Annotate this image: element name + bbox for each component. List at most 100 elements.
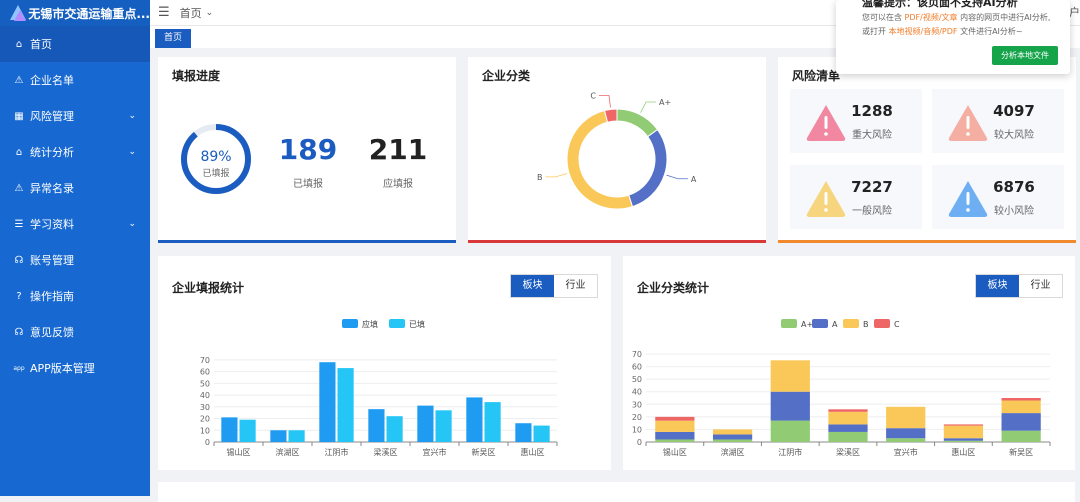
sidebar-item-label: 统计分析	[30, 146, 74, 159]
warning-icon	[806, 105, 846, 141]
risk-label: 一般风险	[852, 206, 892, 217]
sidebar-item[interactable]: ? 操作指南	[0, 278, 150, 314]
warning-icon	[806, 181, 846, 217]
bar-segment	[943, 438, 984, 441]
x-tick-label: 惠山区	[951, 447, 975, 457]
sidebar-item[interactable]: ☰ 学习资料 ⌄	[0, 206, 150, 242]
app-brand[interactable]: 无锡市交通运输重点...	[0, 0, 150, 26]
chevron-down-icon[interactable]: ⌄	[205, 7, 214, 18]
risk-label: 较大风险	[994, 130, 1034, 141]
segment-industry-button[interactable]: 行业	[565, 280, 586, 291]
risk-label: 较小风险	[994, 206, 1034, 217]
analyze-local-file-button[interactable]: 分析本地文件	[992, 46, 1058, 65]
fill-stats-toggle: 板块 行业	[510, 274, 598, 298]
sidebar-item[interactable]: app APP版本管理	[0, 350, 150, 386]
bar-segment	[886, 428, 926, 439]
progress-ring: 89% 已填报	[181, 124, 251, 194]
y-tick-label: 10	[200, 426, 210, 435]
bar	[484, 402, 501, 442]
user-key-icon: ☊	[14, 326, 24, 338]
category-stats-chart: A+ A B C 0 10 20 30 40 50 60 70 锡山区 滨湖区 江阴市 梁溪区 宜兴市 惠山区 新吴…	[632, 319, 1051, 457]
risk-value: 7227	[851, 178, 893, 196]
sidebar-item[interactable]: ⚠ 异常名录	[0, 170, 150, 206]
segment-industry-button[interactable]: 行业	[1030, 280, 1051, 291]
segment-block-button[interactable]: 板块	[511, 275, 554, 297]
y-tick-label: 50	[200, 379, 210, 388]
legend-label: A+	[801, 320, 813, 329]
home-icon: ⌂	[15, 146, 23, 158]
y-tick-label: 20	[632, 413, 642, 422]
bar-segment	[828, 411, 868, 425]
donut-slice	[603, 108, 618, 123]
bar-segment	[828, 431, 868, 442]
card-accent-bar	[468, 240, 766, 243]
bar-segment	[770, 391, 810, 421]
user-name[interactable]: 户	[1069, 6, 1080, 19]
bar	[337, 368, 354, 442]
bar	[319, 362, 336, 442]
risk-item[interactable]: 7227 一般风险	[790, 165, 922, 229]
bar	[288, 430, 305, 442]
bar	[368, 409, 385, 442]
sidebar-item-label: APP版本管理	[30, 362, 95, 375]
card-title: 企业填报统计	[172, 281, 245, 295]
bar	[239, 419, 256, 442]
donut-label: B	[537, 173, 543, 182]
x-tick-label: 梁溪区	[836, 447, 860, 457]
bar-segment	[712, 439, 753, 442]
category-donut-chart: A+ A B C	[537, 92, 697, 210]
legend-swatch	[843, 319, 859, 328]
risk-item[interactable]: 1288 重大风险	[790, 89, 922, 153]
sidebar-item-label: 意见反馈	[30, 326, 74, 339]
bar-segment	[943, 425, 984, 439]
tab-home[interactable]: 首页	[155, 29, 192, 48]
sidebar-item[interactable]: ⚠ 企业名单	[0, 62, 150, 98]
legend-swatch	[781, 319, 797, 328]
y-tick-label: 60	[632, 363, 642, 372]
x-tick-label: 锡山区	[663, 447, 687, 457]
progress-percent: 89%	[200, 149, 231, 165]
segment-block-button[interactable]: 板块	[976, 275, 1019, 297]
bar-segment	[886, 438, 926, 442]
popup-highlight-link[interactable]: PDF/视频/文章	[904, 13, 958, 22]
bar-segment	[655, 416, 695, 421]
donut-slice	[616, 108, 659, 138]
bar-segment	[1001, 430, 1041, 442]
chevron-down-icon: ⌄	[128, 219, 136, 229]
bar-segment	[712, 434, 753, 440]
legend-swatch	[812, 319, 828, 328]
donut-slice	[628, 128, 668, 208]
donut-leader-line	[545, 173, 568, 178]
bar-segment	[1001, 413, 1041, 431]
bar-segment	[828, 424, 868, 432]
y-tick-label: 0	[637, 438, 642, 447]
sidebar-item[interactable]: ☊ 意见反馈	[0, 314, 150, 350]
app-title: 无锡市交通运输重点...	[28, 6, 150, 21]
y-tick-label: 60	[200, 368, 210, 377]
menu-toggle-icon[interactable]: ☰	[158, 5, 170, 20]
sidebar-item[interactable]: ☊ 账号管理	[0, 242, 150, 278]
x-tick-label: 江阴市	[778, 447, 802, 457]
risk-item[interactable]: 6876 较小风险	[932, 165, 1064, 229]
risk-list-card: 风险清单 1288 重大风险 4097 较大风险 7227 一般风险 6876 较小风险	[778, 57, 1076, 243]
y-tick-label: 40	[200, 391, 210, 400]
bar-segment	[655, 439, 695, 442]
x-tick-label: 宜兴市	[423, 447, 447, 457]
breadcrumb[interactable]: 首页	[179, 6, 202, 20]
sidebar-item-label: 学习资料	[30, 218, 74, 231]
sidebar-item[interactable]: ⌂ 统计分析 ⌄	[0, 134, 150, 170]
donut-leader-line	[666, 174, 688, 180]
warning-icon: ⚠	[14, 74, 24, 86]
risk-item[interactable]: 4097 较大风险	[932, 89, 1064, 153]
popup-text: 您可以在含 PDF/视频/文章 内容的网页中进行AI分析, 或打开 本地视频/音…	[862, 11, 1062, 39]
x-tick-label: 新吴区	[472, 447, 496, 457]
sidebar-item[interactable]: ▦ 风险管理 ⌄	[0, 98, 150, 134]
sidebar-item-label: 企业名单	[30, 74, 74, 87]
bar-segment	[770, 420, 810, 442]
card-accent-bar	[778, 240, 1076, 243]
sidebar-item[interactable]: ⌂ 首页	[0, 26, 150, 62]
card-accent-bar	[158, 240, 456, 243]
bar	[466, 397, 483, 442]
popup-highlight-link[interactable]: 本地视频/音频/PDF	[888, 27, 958, 36]
bar-segment	[1001, 398, 1041, 401]
